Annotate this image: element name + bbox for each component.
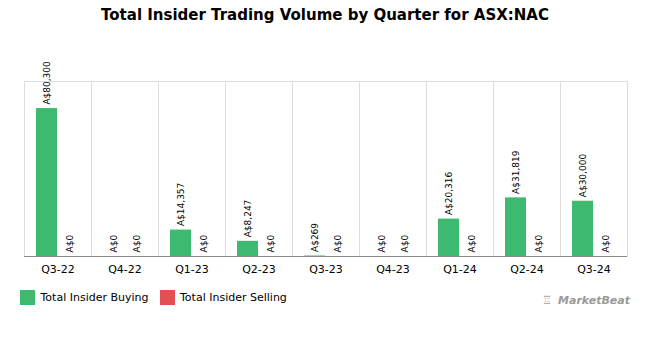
svg-text:Q4-22: Q4-22 (108, 263, 142, 276)
html-text:Total Insider Trading Volume b: Total Insider Trading Volume by Quarter … (101, 6, 549, 24)
svg-text:A$0: A$0 (400, 235, 410, 253)
svg-text:A$0: A$0 (65, 235, 75, 253)
html-text:MarketBeat: MarketBeat (558, 293, 630, 307)
svg-text:Q1-24: Q1-24 (443, 263, 477, 276)
svg-text:A$0: A$0 (534, 235, 544, 253)
svg-text:Q3-24: Q3-24 (577, 263, 611, 276)
svg-text:Q4-23: Q4-23 (376, 263, 410, 276)
svg-text:A$0: A$0 (132, 235, 142, 253)
svg-text:Q3-23: Q3-23 (309, 263, 343, 276)
svg-text:A$269: A$269 (310, 223, 320, 252)
svg-text:A$0: A$0 (377, 235, 387, 253)
html-text:Total Insider Selling: Total Insider Selling (180, 291, 287, 304)
svg-text:Q2-23: Q2-23 (242, 263, 276, 276)
svg-text:A$0: A$0 (467, 235, 477, 253)
svg-text:A$20,316: A$20,316 (444, 171, 454, 215)
svg-text:A$31,819: A$31,819 (511, 150, 521, 194)
svg-text:A$0: A$0 (266, 235, 276, 253)
svg-text:A$30,000: A$30,000 (578, 154, 588, 198)
svg-text:A$0: A$0 (601, 235, 611, 253)
svg-text:A$0: A$0 (109, 235, 119, 253)
svg-text:Q2-24: Q2-24 (510, 263, 544, 276)
svg-text:A$0: A$0 (333, 235, 343, 253)
svg-text:Q1-23: Q1-23 (175, 263, 209, 276)
svg-text:A$14,357: A$14,357 (176, 183, 186, 226)
svg-text:A$8,247: A$8,247 (243, 200, 253, 238)
html-text:Total Insider Buying: Total Insider Buying (40, 291, 149, 304)
svg-text:A$0: A$0 (199, 235, 209, 253)
svg-text:A$80,300: A$80,300 (42, 61, 52, 105)
svg-text:Q3-22: Q3-22 (41, 263, 75, 276)
